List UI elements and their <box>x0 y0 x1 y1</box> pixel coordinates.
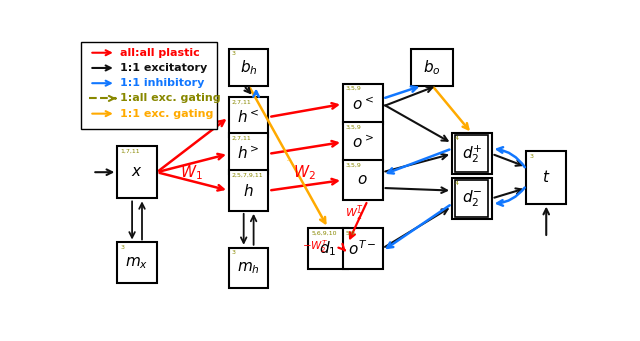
Text: $W_2$: $W_2$ <box>286 159 290 164</box>
Text: $x$: $x$ <box>131 165 143 179</box>
Text: $d_2^{+}$: $d_2^{+}$ <box>461 143 482 165</box>
Text: all:all plastic: all:all plastic <box>120 48 200 58</box>
FancyBboxPatch shape <box>81 42 218 129</box>
Text: $h^{>}$: $h^{>}$ <box>237 145 260 162</box>
Text: $b_o$: $b_o$ <box>423 58 441 76</box>
FancyBboxPatch shape <box>117 242 157 283</box>
FancyBboxPatch shape <box>229 170 269 211</box>
Text: 3,5,9: 3,5,9 <box>346 124 362 129</box>
Text: 2,7,11: 2,7,11 <box>232 99 252 104</box>
Text: $o^{<}$: $o^{<}$ <box>352 95 374 113</box>
FancyBboxPatch shape <box>229 248 269 288</box>
Text: 1:1 inhibitory: 1:1 inhibitory <box>120 78 205 88</box>
FancyBboxPatch shape <box>229 133 269 174</box>
Text: $d_2^{-}$: $d_2^{-}$ <box>461 188 482 209</box>
Text: $W_2^T$: $W_2^T$ <box>345 203 364 223</box>
Text: $m_x$: $m_x$ <box>125 255 148 271</box>
FancyBboxPatch shape <box>229 97 269 137</box>
Text: $m_h$: $m_h$ <box>237 260 260 276</box>
FancyBboxPatch shape <box>343 160 383 201</box>
FancyBboxPatch shape <box>343 228 383 269</box>
FancyBboxPatch shape <box>343 84 383 124</box>
Text: $-W_2^T$: $-W_2^T$ <box>302 239 329 255</box>
FancyBboxPatch shape <box>308 228 348 269</box>
Text: 4: 4 <box>455 136 459 141</box>
Text: $d_1$: $d_1$ <box>319 239 337 258</box>
Text: 3: 3 <box>120 245 124 250</box>
Text: 3: 3 <box>232 250 236 255</box>
Text: 1:1 excitatory: 1:1 excitatory <box>120 63 207 73</box>
Text: $h$: $h$ <box>243 182 254 198</box>
FancyBboxPatch shape <box>526 151 566 204</box>
FancyBboxPatch shape <box>411 49 453 86</box>
FancyBboxPatch shape <box>117 146 157 198</box>
Text: 1:1 exc. gating: 1:1 exc. gating <box>120 109 214 119</box>
Text: 2,5,7,9,11: 2,5,7,9,11 <box>232 173 264 178</box>
FancyBboxPatch shape <box>452 178 492 219</box>
FancyBboxPatch shape <box>452 133 492 174</box>
Text: 3,5,9: 3,5,9 <box>346 86 362 91</box>
Text: 3: 3 <box>529 154 533 159</box>
Text: $o^{>}$: $o^{>}$ <box>352 133 374 151</box>
Text: 5,6,9,10: 5,6,9,10 <box>311 231 337 236</box>
Text: 1,7,11: 1,7,11 <box>120 149 140 153</box>
Text: 1:all exc. gating: 1:all exc. gating <box>120 93 221 103</box>
Text: 5,9: 5,9 <box>346 231 356 236</box>
Text: $t$: $t$ <box>542 169 550 186</box>
Text: 3: 3 <box>232 51 236 56</box>
FancyBboxPatch shape <box>343 122 383 162</box>
Text: $o^{T-}$: $o^{T-}$ <box>349 239 377 258</box>
Text: $h^{<}$: $h^{<}$ <box>237 108 260 126</box>
Text: 3,5,9: 3,5,9 <box>346 162 362 167</box>
Text: $W_2$: $W_2$ <box>293 163 316 181</box>
FancyBboxPatch shape <box>229 49 269 86</box>
Text: $W_1$: $W_1$ <box>180 163 203 181</box>
Text: $b_h$: $b_h$ <box>240 58 257 76</box>
Text: 2,7,11: 2,7,11 <box>232 136 252 141</box>
Text: 4: 4 <box>455 181 459 186</box>
Text: $o$: $o$ <box>357 173 368 187</box>
